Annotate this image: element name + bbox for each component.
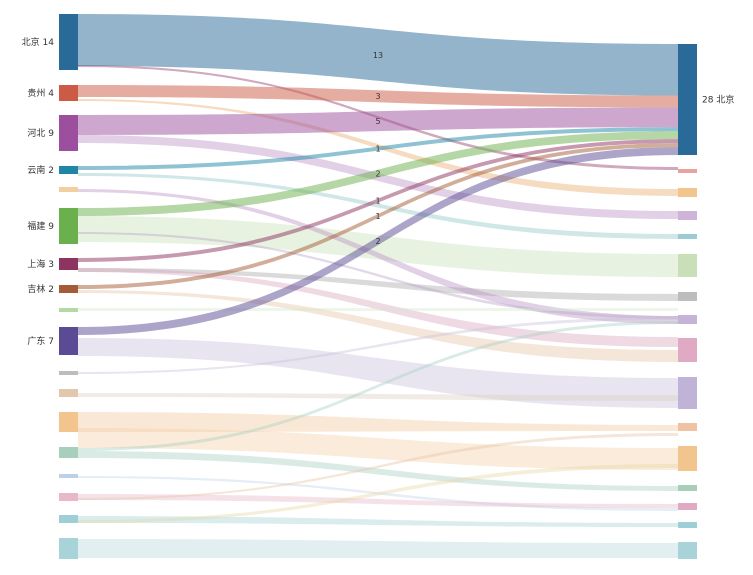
faint-flow-13 <box>78 393 678 401</box>
unlabeled-target-node-12 <box>678 485 697 491</box>
target-node-label: 28 北京 <box>702 94 734 106</box>
unlabeled-source-node-2 <box>59 308 78 312</box>
unlabeled-target-node-14 <box>678 522 697 528</box>
unlabeled-target-node-7 <box>678 315 697 324</box>
flow-value-label: 1 <box>375 212 380 221</box>
flow-5 <box>78 131 678 216</box>
unlabeled-source-node-6 <box>59 447 78 458</box>
faint-flow-6 <box>78 268 678 301</box>
faint-flow-12 <box>78 317 678 374</box>
faint-flow-15 <box>78 428 678 470</box>
unlabeled-target-node-3 <box>678 211 697 220</box>
unlabeled-flow-layer <box>78 65 678 558</box>
flow-8 <box>78 147 678 335</box>
unlabeled-source-node-7 <box>59 474 78 478</box>
faint-flow-14 <box>78 412 678 432</box>
flow-7 <box>78 143 678 289</box>
flow-value-label: 1 <box>375 197 380 206</box>
unlabeled-target-node-8 <box>678 338 697 362</box>
source-node <box>59 115 78 151</box>
unlabeled-target-node-13 <box>678 503 697 510</box>
source-node <box>59 166 78 174</box>
unlabeled-source-node-1 <box>59 187 78 192</box>
flow-value-label: 3 <box>375 92 380 101</box>
faint-flow-18 <box>78 476 678 511</box>
target-node <box>678 44 697 155</box>
source-node-label: 广东 7 <box>27 335 54 347</box>
flow-value-label: 1 <box>375 145 380 154</box>
unlabeled-source-node-3 <box>59 371 78 375</box>
unlabeled-target-node-9 <box>678 377 697 409</box>
faint-flow-5 <box>78 216 678 277</box>
flow-value-label: 5 <box>375 117 380 126</box>
faint-flow-9 <box>78 268 678 347</box>
faint-flow-4 <box>78 173 678 239</box>
label-layer: 13 3 5 1 2 1 1 2 北京 14 贵州 4 河北 9 云南 2 福建 9 上海 3 吉林 2 广东… <box>22 36 735 347</box>
faint-flow-21 <box>78 516 678 527</box>
source-node-label: 福建 9 <box>27 220 54 232</box>
faint-flow-10 <box>78 290 678 362</box>
unlabeled-source-node-4 <box>59 389 78 397</box>
faint-flow-11 <box>78 338 678 408</box>
node-layer <box>59 14 697 559</box>
faint-flow-22 <box>78 464 678 523</box>
flow-value-label: 2 <box>375 170 380 179</box>
unlabeled-target-node-4 <box>678 234 697 239</box>
faint-flow-20 <box>78 433 678 500</box>
faint-flow-7 <box>78 189 678 324</box>
unlabeled-target-node-10 <box>678 423 697 431</box>
faint-flow-17 <box>78 321 678 451</box>
flow-2 <box>78 85 678 108</box>
faint-flow-19 <box>78 494 678 508</box>
faint-flow-8 <box>78 232 678 319</box>
source-node-label: 吉林 2 <box>27 283 54 295</box>
source-node-label: 河北 9 <box>27 127 54 139</box>
source-node <box>59 258 78 270</box>
faint-flow-24 <box>78 308 678 311</box>
unlabeled-target-node-5 <box>678 254 697 277</box>
unlabeled-source-node-8 <box>59 493 78 501</box>
source-node <box>59 85 78 101</box>
source-node <box>59 208 78 244</box>
flow-1 <box>78 14 678 96</box>
unlabeled-target-node-15 <box>678 542 697 559</box>
faint-flow-16 <box>78 451 678 491</box>
source-node-label: 北京 14 <box>22 36 55 48</box>
unlabeled-target-node-6 <box>678 292 697 301</box>
source-node <box>59 14 78 70</box>
unlabeled-target-node-11 <box>678 446 697 471</box>
unlabeled-source-node-10 <box>59 538 78 559</box>
labeled-flow-layer <box>78 14 678 335</box>
unlabeled-source-node-9 <box>59 515 78 523</box>
flow-value-label: 13 <box>373 51 383 60</box>
flow-6 <box>78 139 678 262</box>
source-node <box>59 285 78 293</box>
unlabeled-target-node-2 <box>678 188 697 197</box>
flow-3 <box>78 107 678 135</box>
unlabeled-source-node-5 <box>59 412 78 432</box>
source-node-label: 贵州 4 <box>27 87 54 99</box>
flow-value-label: 2 <box>375 237 380 246</box>
source-node <box>59 327 78 355</box>
source-node-label: 云南 2 <box>27 164 54 176</box>
unlabeled-target-node-1 <box>678 169 697 173</box>
flow-4 <box>78 127 678 170</box>
source-node-label: 上海 3 <box>27 258 54 270</box>
faint-flow-23 <box>78 539 678 558</box>
